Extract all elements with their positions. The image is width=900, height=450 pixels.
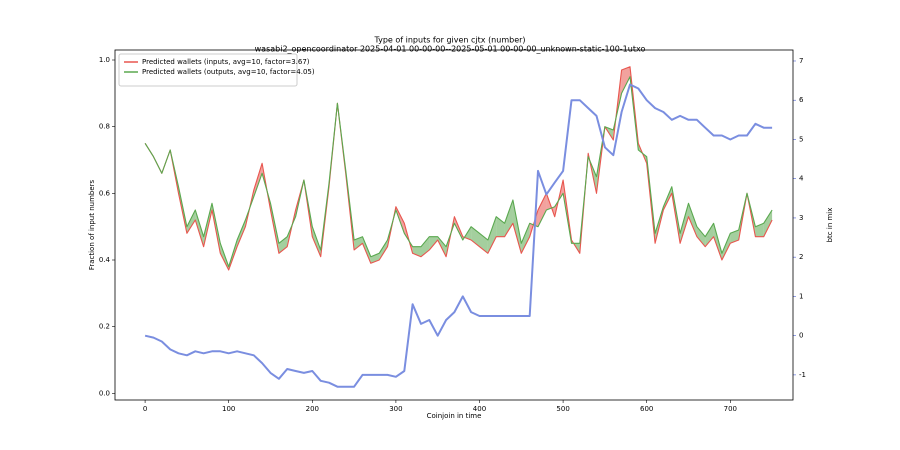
x-tick-label: 100 xyxy=(222,405,235,413)
y2-tick-label: 7 xyxy=(799,57,803,65)
y2-tick-label: 0 xyxy=(799,332,803,340)
fill-between xyxy=(362,236,371,264)
y-tick-label: 0.2 xyxy=(99,323,110,331)
fill-between xyxy=(730,230,739,244)
fill-between xyxy=(504,200,513,237)
y2-tick-label: 4 xyxy=(799,175,804,183)
legend: Predicted wallets (inputs, avg=10, facto… xyxy=(118,53,315,87)
x-tick-label: 500 xyxy=(556,405,569,413)
fill-between xyxy=(379,240,388,260)
fill-between xyxy=(763,210,773,237)
fill-between xyxy=(755,223,764,237)
series-line xyxy=(144,83,773,388)
fill-between xyxy=(471,226,480,247)
fill-between xyxy=(278,236,288,254)
x-tick-label: 700 xyxy=(724,405,737,413)
y-tick-label: 0.0 xyxy=(99,389,110,397)
fill-between xyxy=(412,246,421,257)
x-axis-label: Coinjoin in time xyxy=(427,412,482,420)
x-tick-label: 200 xyxy=(306,405,319,413)
fill-between xyxy=(479,233,488,254)
plot-frame xyxy=(114,49,794,401)
chart-subtitle: wasabi2_opencoordinator 2025-04-01 00-00… xyxy=(255,45,646,54)
y-tick-label: 0.6 xyxy=(99,189,111,197)
fill-between xyxy=(487,216,497,254)
chart-title: Type of inputs for given cjtx (number) xyxy=(373,36,525,45)
legend-box xyxy=(118,53,298,87)
legend-label: Predicted wallets (inputs, avg=10, facto… xyxy=(142,58,310,66)
fill-between xyxy=(696,226,706,247)
fill-between xyxy=(195,210,204,247)
fill-between xyxy=(680,203,689,244)
fill-between xyxy=(354,236,363,250)
x-tick-label: 0 xyxy=(143,405,147,413)
fill-between xyxy=(420,236,430,257)
fill-between xyxy=(538,193,547,227)
y-axis-label: Fraction of input numbers xyxy=(88,179,96,270)
legend-label: Predicted wallets (outputs, avg=10, fact… xyxy=(142,68,315,76)
y2-tick-label: 2 xyxy=(799,253,803,261)
fill-between xyxy=(705,223,714,247)
series-line xyxy=(144,76,773,268)
fill-between xyxy=(237,220,246,247)
y2-tick-label: 6 xyxy=(799,96,804,104)
y-tick-label: 0.8 xyxy=(99,123,110,131)
y2-tick-label: -1 xyxy=(799,371,806,379)
fill-between xyxy=(312,226,321,257)
fill-between xyxy=(621,66,630,94)
y-tick-label: 1.0 xyxy=(99,56,110,64)
y2-tick-label: 5 xyxy=(799,135,803,143)
fill-between xyxy=(186,210,196,234)
y2-tick-label: 3 xyxy=(799,214,803,222)
fill-between xyxy=(521,223,530,254)
fill-between xyxy=(688,203,697,237)
y2-axis-label: btc in mix xyxy=(826,208,834,243)
y2-tick-label: 1 xyxy=(799,292,803,300)
x-tick-label: 300 xyxy=(389,405,402,413)
y-tick-label: 0.4 xyxy=(99,256,111,264)
x-tick-label: 600 xyxy=(640,405,653,413)
fill-between xyxy=(721,233,731,260)
x-tick-label: 400 xyxy=(473,405,486,413)
